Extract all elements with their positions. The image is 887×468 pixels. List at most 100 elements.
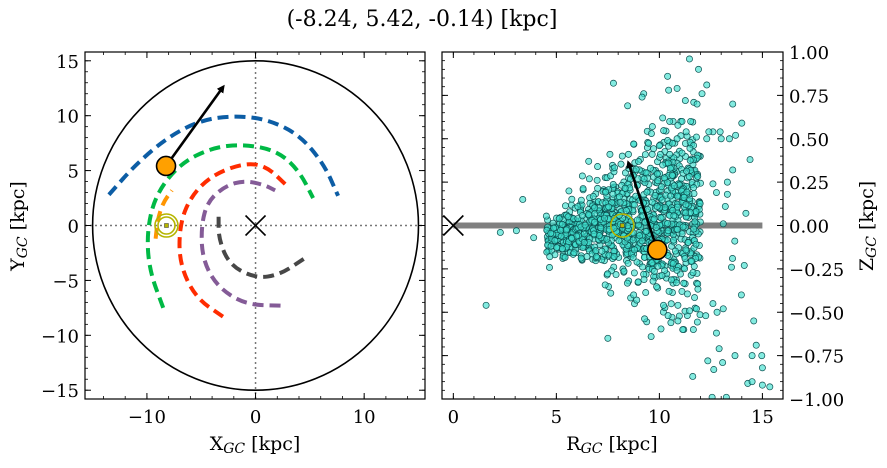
star-scatter-point	[617, 160, 625, 168]
star-scatter-point	[698, 90, 706, 98]
star-scatter-point	[690, 190, 698, 198]
star-scatter-point	[664, 227, 672, 235]
star-scatter-point	[555, 215, 563, 223]
y-tick-label: −0.75	[789, 347, 844, 368]
spiral-arm-line	[216, 216, 306, 279]
star-scatter-point	[732, 131, 740, 139]
star-scatter-point	[653, 203, 661, 210]
star-scatter-point	[648, 123, 656, 131]
star-scatter-point	[658, 272, 666, 279]
star-scatter-point	[678, 230, 686, 238]
x-tick-label: 15	[751, 407, 774, 428]
x-tick-label: −10	[128, 407, 166, 428]
star-scatter-point	[664, 312, 672, 320]
star-scatter-point	[685, 173, 693, 181]
x-label-subscript: GC	[581, 441, 603, 457]
star-scatter-point	[565, 187, 573, 195]
y-tick-label: −1.00	[789, 390, 844, 411]
star-scatter-point	[681, 265, 689, 273]
x-tick-label: 0	[448, 407, 459, 428]
y-label-unit: [kpc]	[856, 181, 878, 236]
star-scatter-point	[577, 196, 585, 204]
star-scatter-point	[629, 254, 637, 262]
star-scatter-point	[611, 164, 619, 172]
star-scatter-point	[609, 79, 617, 87]
star-scatter-point	[715, 345, 723, 353]
star-scatter-point	[723, 190, 731, 198]
star-scatter-point	[650, 215, 658, 223]
star-scatter-point	[558, 220, 566, 228]
x-tick-label: 0	[250, 407, 261, 428]
star-scatter-point	[758, 381, 766, 389]
spiral-arm-line	[199, 179, 281, 308]
star-scatter-point	[752, 341, 760, 349]
star-scatter-point	[592, 253, 600, 261]
star-scatter-point	[766, 383, 774, 391]
star-scatter-point	[666, 150, 674, 158]
star-scatter-point	[719, 359, 727, 367]
star-scatter-point	[634, 278, 642, 286]
star-scatter-point	[568, 195, 576, 203]
star-scatter-point	[717, 135, 725, 143]
star-scatter-point	[616, 198, 624, 206]
star-scatter-point	[612, 271, 620, 279]
star-scatter-point	[659, 114, 667, 122]
star-scatter-point	[758, 364, 766, 372]
star-scatter-point	[650, 145, 658, 153]
star-scatter-point	[609, 181, 617, 188]
sun-marker-ring	[154, 213, 179, 238]
star-scatter-point	[631, 246, 638, 254]
star-scatter-point	[738, 119, 746, 127]
sun-marker-ring	[609, 213, 635, 238]
x-tick-label: 5	[551, 407, 562, 428]
x-label-unit: [kpc]	[245, 433, 300, 455]
figure-title: (-8.24, 5.42, -0.14) [kpc]	[287, 7, 558, 32]
star-scatter-point	[562, 226, 570, 234]
x-label-main: R	[566, 433, 581, 455]
star-scatter-point	[686, 307, 693, 315]
star-scatter-point	[686, 144, 694, 152]
star-scatter-point	[602, 188, 610, 196]
star-scatter-point	[693, 133, 700, 141]
sun-marker-dot	[620, 223, 625, 228]
star-scatter-point	[667, 300, 675, 308]
star-scatter-point	[642, 289, 650, 297]
right-panel-rz: 0 5 10 15 −1.00 −0.75 −0.50 −0.25 0.00 0.25 0.50 0.…	[441, 43, 880, 457]
star-scatter-point	[649, 277, 657, 285]
star-scatter-point	[593, 176, 601, 184]
x-label-subscript: GC	[223, 441, 245, 457]
star-scatter-point	[564, 213, 572, 221]
star-scatter-point	[678, 287, 686, 295]
star-scatter-point	[620, 267, 628, 275]
star-scatter-point	[687, 117, 695, 125]
star-scatter-point	[496, 228, 504, 236]
star-scatter-point	[667, 319, 675, 327]
star-scatter-point	[578, 172, 586, 180]
star-scatter-point	[609, 190, 617, 198]
star-scatter-point	[640, 276, 648, 284]
star-scatter-point	[591, 204, 599, 212]
spiral-arm-line	[153, 189, 174, 239]
sun-marker-dot	[164, 223, 169, 228]
star-scatter-point	[695, 65, 702, 73]
y-tick-label: 10	[56, 107, 79, 128]
star-scatter-point	[750, 317, 758, 325]
star-scatter-point	[641, 151, 649, 158]
star-scatter-point	[647, 333, 655, 340]
star-scatter-point	[719, 305, 727, 313]
star-scatter-point	[667, 276, 675, 284]
y-tick-label: 1.00	[789, 43, 829, 64]
star-scatter-point	[748, 352, 756, 360]
star-scatter-point	[731, 237, 739, 245]
star-scatter-point	[519, 196, 527, 203]
star-scatter-point	[667, 192, 675, 200]
star-scatter-point	[680, 279, 688, 287]
y-label-main: Z	[856, 258, 878, 271]
y-tick-label: 0.50	[789, 130, 829, 151]
star-scatter-point	[629, 236, 637, 244]
y-tick-label: −10	[41, 326, 79, 347]
star-scatter-point	[650, 267, 658, 275]
star-scatter-point	[633, 216, 641, 224]
star-scatter-point	[670, 182, 678, 190]
